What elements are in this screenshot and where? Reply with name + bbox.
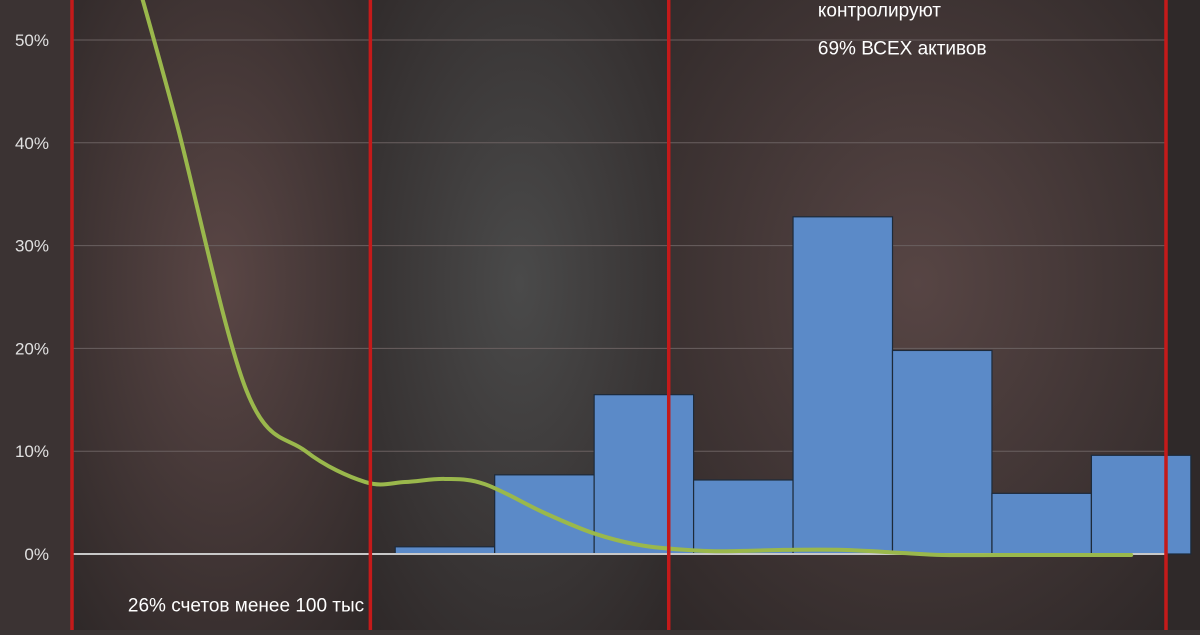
y-tick-label: 40% (15, 134, 49, 153)
divider-lines (70, 0, 1168, 630)
line-series (140, 0, 1134, 558)
bar-6 (593, 394, 695, 555)
bar-8 (792, 216, 894, 555)
bar-4 (394, 546, 496, 555)
y-tick-label: 0% (24, 545, 49, 564)
annotation-text: 26% счетов менее 100 тыс (128, 596, 364, 617)
y-tick-label: 10% (15, 442, 49, 461)
annotation-text: контролируют (818, 0, 941, 21)
y-tick-labels: 0% 10% 20% 30% 40% 50% (15, 31, 49, 564)
y-tick-label: 30% (15, 237, 49, 256)
y-tick-label: 50% (15, 31, 49, 50)
bar-7 (692, 479, 794, 555)
annotation-text: 69% ВСЕХ активов (818, 38, 987, 59)
bar-9 (891, 349, 993, 555)
annotations: 26% счетов менее 100 тыс контролируют 69% … (128, 0, 987, 616)
bar-11 (1090, 454, 1192, 555)
trend-line (140, 0, 1134, 558)
left-margin-zone (0, 0, 72, 630)
background-zone-1 (72, 0, 371, 630)
y-tick-label: 20% (15, 339, 49, 358)
bar-10 (991, 492, 1093, 555)
